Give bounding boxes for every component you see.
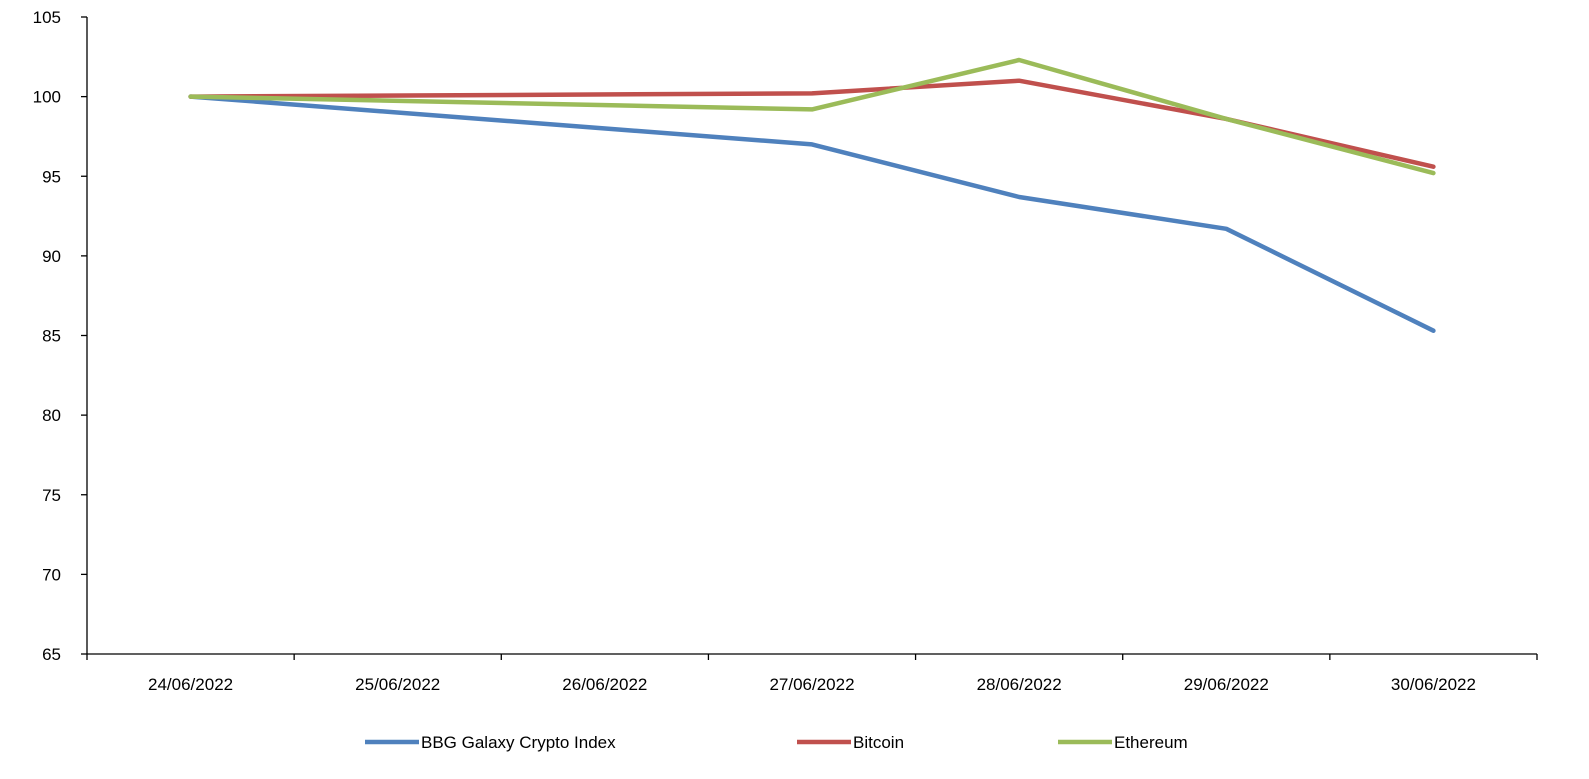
- y-tick-label: 65: [42, 645, 61, 664]
- x-axis: 24/06/2022 25/06/2022 26/06/2022 27/06/2022…: [86, 653, 1538, 694]
- y-tick-label: 100: [33, 88, 61, 107]
- y-tick-label: 90: [42, 247, 61, 266]
- y-tick-label: 70: [42, 565, 61, 584]
- legend: BBG Galaxy Crypto Index Bitcoin Ethereum: [365, 733, 1188, 752]
- y-tick-label: 85: [42, 327, 61, 346]
- y-tick-label: 105: [33, 8, 61, 27]
- legend-label: BBG Galaxy Crypto Index: [421, 733, 616, 752]
- legend-label: Bitcoin: [853, 733, 904, 752]
- y-tick-label: 95: [42, 167, 61, 186]
- x-tick-label: 27/06/2022: [769, 675, 854, 694]
- x-tick-label: 29/06/2022: [1184, 675, 1269, 694]
- x-tick-label: 30/06/2022: [1391, 675, 1476, 694]
- y-tick-label: 75: [42, 486, 61, 505]
- x-tick-label: 24/06/2022: [148, 675, 233, 694]
- x-tick-label: 26/06/2022: [562, 675, 647, 694]
- y-axis: 65 70 75 80 85 90 95 100 105: [33, 8, 88, 664]
- series-line-0: [188, 94, 1436, 333]
- y-tick-label: 80: [42, 406, 61, 425]
- x-tick-label: 25/06/2022: [355, 675, 440, 694]
- series-lines: [188, 57, 1436, 333]
- x-tick-label: 28/06/2022: [977, 675, 1062, 694]
- series-line-2: [188, 57, 1436, 176]
- legend-label: Ethereum: [1114, 733, 1188, 752]
